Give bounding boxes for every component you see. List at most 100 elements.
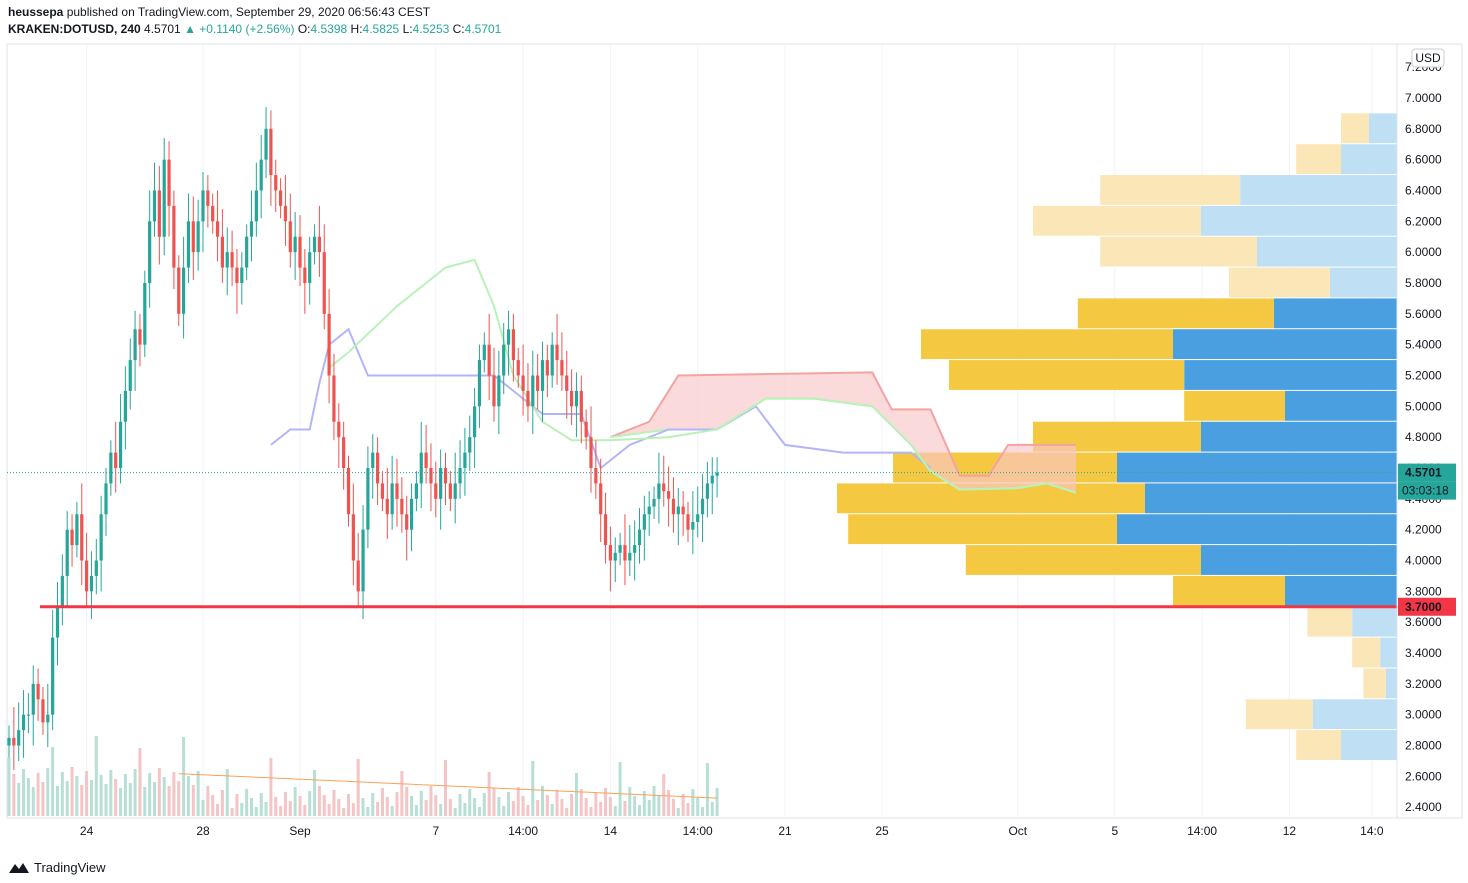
volume-bar (715, 788, 719, 816)
candle-body (555, 344, 559, 361)
x-tick-label: Sep (289, 824, 311, 838)
volume-bar (458, 794, 462, 816)
volume-bar (230, 808, 234, 816)
volume-bar (167, 786, 171, 816)
y-tick-label: 3.0000 (1405, 708, 1442, 722)
last-price: 4.5701 (144, 22, 181, 36)
volume-bar (429, 786, 433, 816)
candle-body (506, 329, 511, 345)
candle-body (26, 714, 30, 716)
open-label: O: (297, 22, 311, 36)
volume-bar (521, 796, 525, 816)
candle-body (696, 514, 700, 522)
y-tick-label: 5.2000 (1405, 368, 1442, 382)
symbol-line: KRAKEN:DOTUSD, 240 4.5701 ▲ +0.1140 (+2.… (8, 22, 501, 36)
volume-profile-bar (1352, 637, 1381, 668)
candle-body (594, 468, 598, 484)
volume-profile-bar (1145, 483, 1397, 514)
candle-body (414, 483, 418, 499)
volume-bar (647, 800, 651, 816)
volume-bar (531, 761, 535, 816)
support-price-tag (1398, 597, 1456, 616)
x-tick-label: Oct (1008, 824, 1027, 838)
candle-body (536, 375, 540, 391)
y-tick-label: 5.0000 (1405, 399, 1442, 413)
candle-body (560, 360, 564, 376)
candle-body (366, 468, 370, 530)
candle-body (65, 529, 69, 576)
candle-body (409, 498, 414, 530)
volume-profile-bar (1296, 144, 1341, 175)
volume-bar (482, 793, 486, 816)
countdown-label: 03:03:18 (1402, 484, 1449, 498)
y-tick-label: 6.4000 (1405, 183, 1442, 197)
candle-body (36, 683, 40, 700)
volume-bar (594, 793, 598, 816)
volume-profile-bar (1313, 699, 1397, 730)
volume-bar (51, 747, 55, 816)
candle-body (240, 267, 244, 283)
currency-box[interactable] (1411, 48, 1445, 68)
candle-body (448, 483, 452, 499)
volume-bar (347, 794, 350, 816)
volume-bar (444, 760, 447, 816)
volume-bar (400, 771, 404, 816)
candle-body (157, 190, 161, 237)
candle-body (12, 737, 16, 746)
candle-body (390, 483, 394, 515)
candle-body (293, 236, 297, 253)
volume-bar (317, 786, 321, 816)
author-name[interactable]: heussepa (8, 5, 64, 19)
candle-body (94, 560, 98, 576)
candle-body (565, 375, 569, 391)
candle-body (152, 190, 157, 222)
volume-bar (390, 806, 394, 816)
volume-bar (560, 799, 564, 816)
volume-bar (274, 797, 278, 816)
volume-bar (12, 774, 16, 816)
volume-bar (201, 800, 205, 816)
volume-profile-bar (1307, 606, 1353, 637)
candle-body (259, 159, 263, 191)
candle-body (642, 514, 646, 530)
candle-body (453, 483, 457, 499)
volume-bar (303, 805, 307, 816)
candle-body (419, 452, 423, 484)
volume-bar (65, 781, 69, 816)
volume-bar (293, 787, 297, 816)
volume-bar (574, 773, 578, 816)
candle-body (497, 375, 501, 407)
candle-body (589, 437, 593, 469)
volume-bar (545, 795, 549, 816)
symbol-label[interactable]: KRAKEN:DOTUSD, 240 (8, 22, 141, 36)
volume-bar (380, 788, 384, 816)
chart-frame (6, 43, 1463, 819)
y-tick-label: 4.0000 (1405, 554, 1442, 568)
volume-profile-bar (1341, 113, 1369, 144)
candle-body (114, 452, 118, 469)
last-price-tag-label: 4.5701 (1405, 466, 1442, 480)
volume-bar (206, 786, 210, 816)
open-value: 4.5398 (310, 22, 348, 36)
volume-bar (691, 789, 695, 816)
volume-bar (541, 786, 544, 816)
volume-profile-bar (1100, 175, 1241, 205)
volume-profile-bar (1033, 205, 1201, 236)
volume-bar (395, 792, 399, 816)
candle-body (206, 190, 210, 206)
volume-bar (182, 737, 186, 816)
candle-body (201, 190, 205, 222)
candle-body (230, 252, 234, 268)
candle-body (21, 714, 26, 731)
volume-profile-bar (1257, 236, 1397, 267)
volume-bar (298, 796, 302, 816)
volume-bar (235, 794, 239, 816)
candle-body (46, 714, 50, 723)
volume-profile-bar (1201, 421, 1397, 452)
candle-body (700, 498, 705, 515)
candle-body (75, 514, 79, 546)
tradingview-logo[interactable]: TradingView (8, 860, 106, 875)
volume-bar (114, 779, 118, 816)
volume-bar (196, 771, 200, 816)
